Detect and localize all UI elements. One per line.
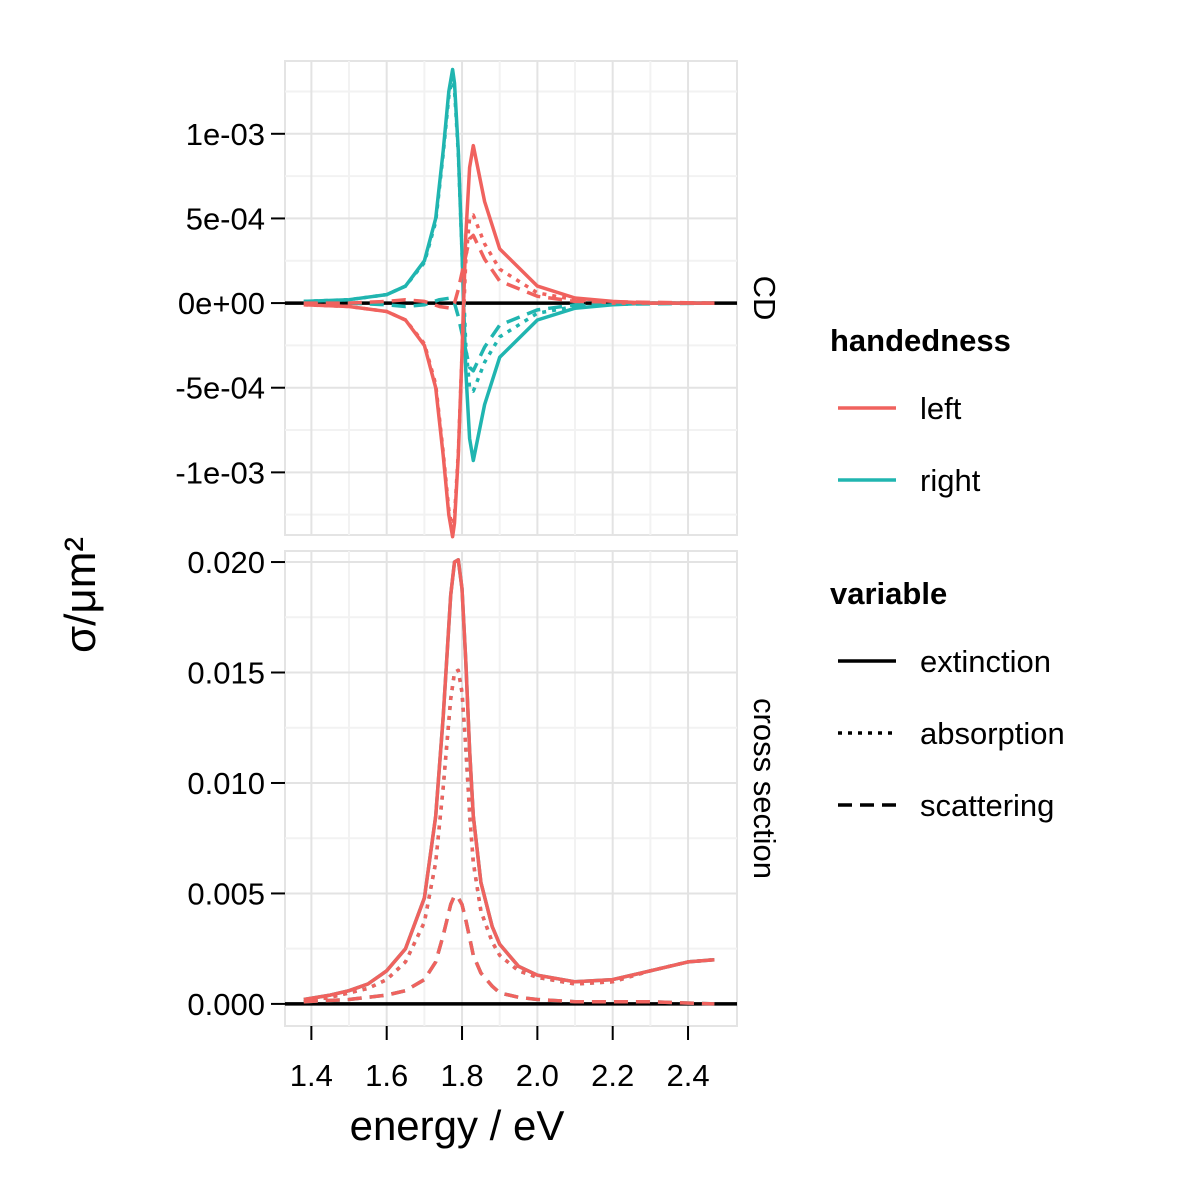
x-tick-label: 1.6: [365, 1058, 408, 1093]
facet-strip-label: CD: [747, 276, 782, 321]
x-axis-label: energy / eV: [350, 1102, 565, 1149]
legend-title: handedness: [830, 323, 1011, 358]
y-tick-label: 0.005: [187, 876, 265, 911]
x-tick-label: 1.4: [290, 1058, 333, 1093]
y-tick-label: 5e-04: [186, 201, 265, 236]
legend-variable: variable extinction absorption scattering: [830, 576, 1065, 823]
series-line-left-extinction: [303, 143, 715, 539]
panel-1: 0.020 0.015 0.010 0.005 0.000 cross section 1.…: [187, 545, 782, 1093]
series-line-left-extinction: [303, 558, 715, 1002]
x-tick-label: 2.4: [666, 1058, 709, 1093]
legend-label-absorption: absorption: [920, 716, 1065, 751]
y-axis-label: σ/μm²: [56, 537, 105, 653]
series-line-right-extinction: [303, 67, 715, 463]
series-line-left-absorption: [303, 668, 715, 1004]
y-tick-label: 0.000: [187, 987, 265, 1022]
x-tick-label: 2.2: [591, 1058, 634, 1093]
series-line-right-absorption: [303, 74, 715, 393]
legend-title: variable: [830, 576, 947, 611]
panel-background: [284, 550, 738, 1027]
legend-label-right: right: [920, 463, 981, 498]
y-tick-label: 1e-03: [186, 117, 265, 152]
y-tick-label: 0.015: [187, 656, 265, 691]
x-tick-label: 1.8: [440, 1058, 483, 1093]
legend-handedness: handedness left right: [830, 323, 1011, 498]
series-line-left-scattering: [303, 893, 715, 1006]
x-tick-label: 2.0: [516, 1058, 559, 1093]
legend-label-extinction: extinction: [920, 644, 1051, 679]
series-line-right-scattering: [303, 296, 715, 373]
y-tick-label: 0.020: [187, 545, 265, 580]
panel-0: 1e-03 5e-04 0e+00 -5e-04 -1e-03 CD: [175, 60, 782, 539]
legend-label-left: left: [920, 391, 962, 426]
series-line-left-scattering: [303, 233, 715, 310]
y-tick-label: -1e-03: [175, 455, 265, 490]
y-tick-label: 0e+00: [178, 286, 265, 321]
y-tick-label: 0.010: [187, 766, 265, 801]
facet-strip-label: cross section: [747, 698, 782, 879]
y-tick-label: -5e-04: [175, 371, 265, 406]
series-line-left-absorption: [303, 213, 715, 532]
legend-label-scattering: scattering: [920, 788, 1054, 823]
